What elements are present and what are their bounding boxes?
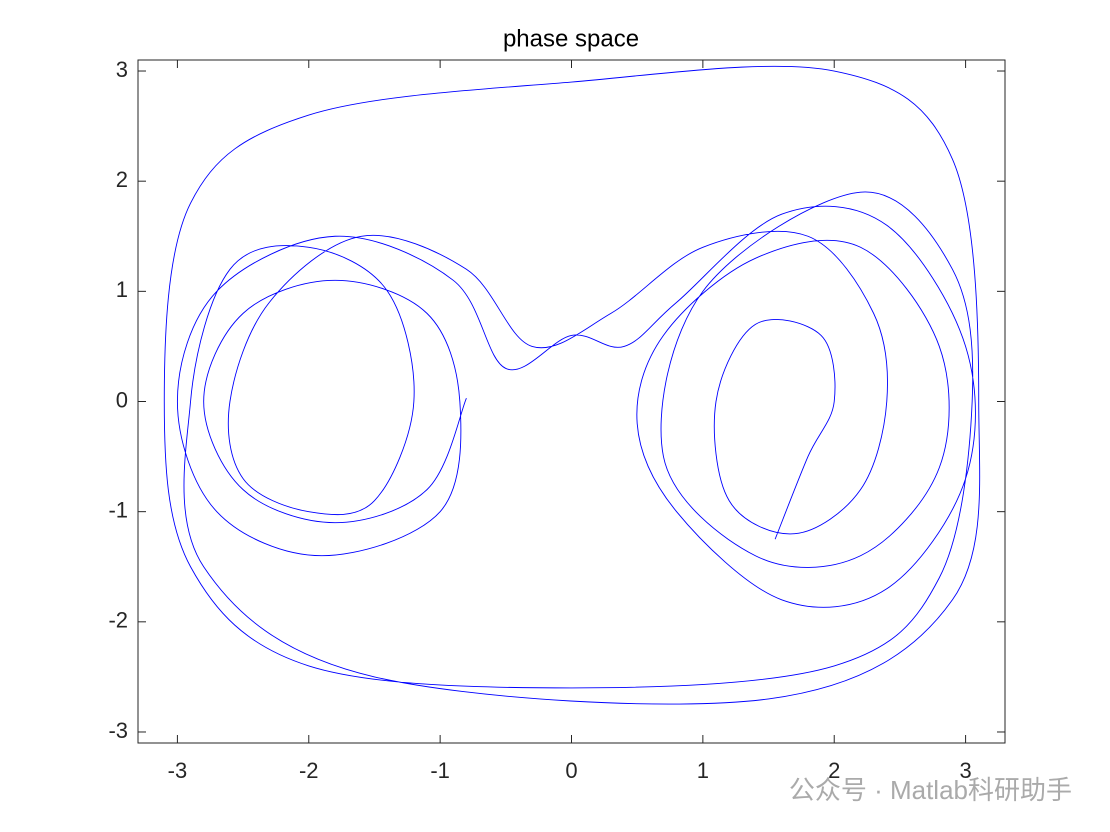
x-tick-label: 1: [697, 758, 709, 783]
y-tick-label: 3: [116, 57, 128, 82]
x-tick-label: -2: [299, 758, 319, 783]
x-tick-label: -3: [168, 758, 188, 783]
x-tick-label: 3: [959, 758, 971, 783]
plot-frame: [137, 59, 1006, 744]
x-tick-label: 0: [565, 758, 577, 783]
x-tick-label: 2: [828, 758, 840, 783]
x-tick-label: -1: [430, 758, 450, 783]
y-tick-label: -1: [108, 497, 128, 522]
y-tick-label: 1: [116, 277, 128, 302]
y-tick-label: 0: [116, 387, 128, 412]
y-tick-label: -2: [108, 608, 128, 633]
y-tick-label: 2: [116, 167, 128, 192]
chart-title: phase space: [503, 25, 639, 52]
y-tick-label: -3: [108, 718, 128, 743]
trajectory: [163, 65, 981, 705]
watermark: 公众号 · Matlab科研助手: [789, 775, 1072, 805]
